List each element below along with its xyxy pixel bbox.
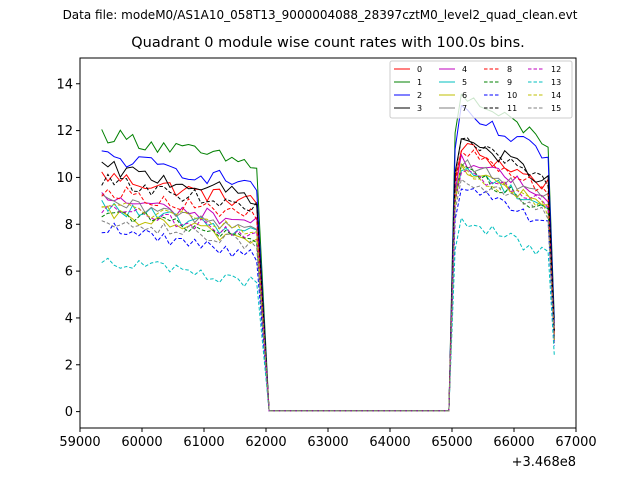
legend-label-6: 6 — [462, 91, 467, 100]
y-tick-label: 6 — [65, 265, 73, 280]
x-tick-label: 67000 — [555, 435, 596, 450]
y-tick-label: 4 — [65, 311, 73, 326]
x-axis-offset-label: +3.468e8 — [512, 455, 576, 470]
legend-label-2: 2 — [417, 91, 422, 100]
y-tick-label: 14 — [56, 77, 73, 92]
series-line-9 — [101, 163, 555, 412]
y-tick-label: 0 — [65, 405, 73, 420]
legend-label-9: 9 — [507, 78, 512, 87]
x-axis: 59000 60000 61000 62000 63000 64000 65000 66000… — [59, 428, 597, 450]
y-tick-label: 2 — [65, 358, 73, 373]
legend-label-8: 8 — [507, 65, 512, 74]
legend-label-1: 1 — [417, 78, 422, 87]
series-line-3 — [101, 138, 555, 412]
y-tick-label: 12 — [56, 124, 73, 139]
x-tick-label: 61000 — [183, 435, 224, 450]
series-line-14 — [101, 162, 555, 412]
x-tick-label: 64000 — [369, 435, 410, 450]
chart-title: Quadrant 0 module wise count rates with … — [131, 35, 525, 51]
x-tick-label: 65000 — [431, 435, 472, 450]
series-line-10 — [101, 188, 555, 412]
legend-label-11: 11 — [507, 104, 517, 113]
legend-label-13: 13 — [551, 78, 561, 87]
series-line-8 — [101, 149, 555, 412]
series-line-11 — [101, 137, 555, 412]
x-tick-label: 60000 — [121, 435, 162, 450]
legend-label-14: 14 — [551, 91, 561, 100]
figure-suptitle: Data file: modeM0/AS1A10_058T13_90000040… — [62, 8, 578, 22]
series-line-4 — [101, 153, 555, 412]
y-axis: 0 2 4 6 8 10 12 14 — [56, 77, 80, 420]
legend-frame — [389, 60, 573, 119]
series-line-15 — [101, 178, 555, 412]
legend-label-12: 12 — [551, 65, 561, 74]
series-line-6 — [101, 163, 555, 412]
series-lines-layer — [101, 93, 555, 412]
x-tick-label: 62000 — [245, 435, 286, 450]
legend-label-15: 15 — [551, 104, 561, 113]
legend-label-3: 3 — [417, 104, 422, 113]
series-line-13 — [101, 216, 555, 412]
series-line-7 — [101, 158, 555, 412]
series-line-12 — [101, 169, 555, 412]
series-line-1 — [101, 93, 555, 412]
legend-label-5: 5 — [462, 78, 467, 87]
x-tick-label: 66000 — [493, 435, 534, 450]
series-line-0 — [101, 142, 555, 412]
legend-label-0: 0 — [417, 65, 422, 74]
legend-label-10: 10 — [507, 91, 517, 100]
y-tick-label: 8 — [65, 218, 73, 233]
x-tick-label: 59000 — [59, 435, 100, 450]
legend-label-7: 7 — [462, 104, 467, 113]
legend-label-4: 4 — [462, 65, 467, 74]
x-tick-label: 63000 — [307, 435, 348, 450]
y-tick-label: 10 — [56, 171, 73, 186]
